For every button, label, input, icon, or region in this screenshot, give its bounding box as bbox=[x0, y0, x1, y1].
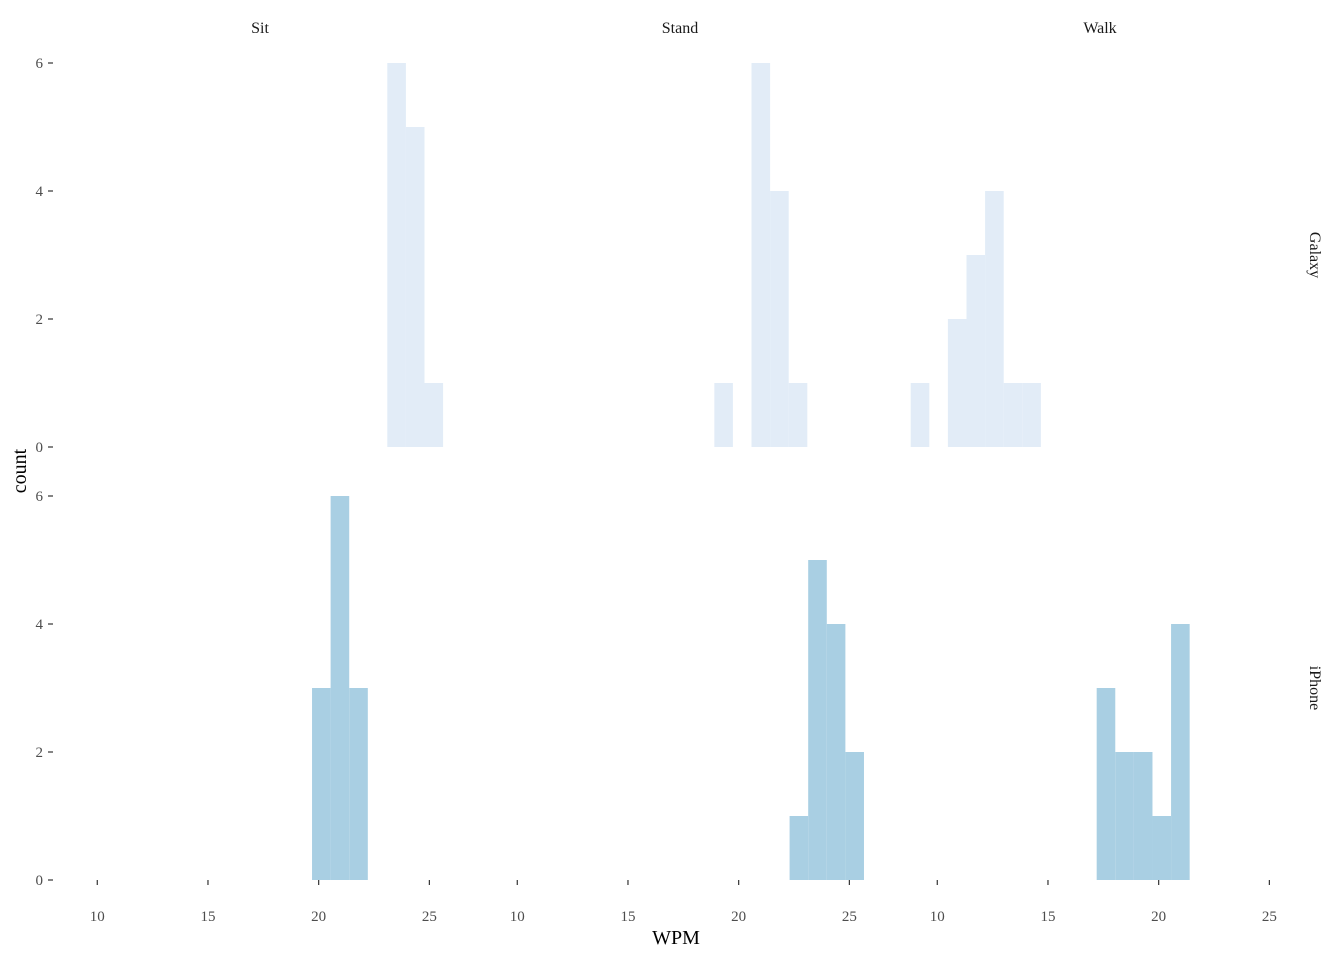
x-axis: 10 15 20 25 10 15 20 25 10 15 20 25 bbox=[90, 880, 1277, 925]
histogram-bar-iphone-sit-2 bbox=[349, 688, 368, 880]
histogram-bar-iphone-sit-1 bbox=[330, 496, 350, 880]
y-tick-label: 4 bbox=[36, 617, 44, 633]
x-tick-label: 20 bbox=[1151, 909, 1166, 925]
x-tick-label: 10 bbox=[90, 909, 105, 925]
histogram-bar-galaxy-stand-1 bbox=[751, 63, 771, 447]
histogram-bar-galaxy-walk-2 bbox=[966, 255, 986, 447]
y-tick-label: 4 bbox=[36, 184, 44, 200]
histogram-bar-galaxy-stand-3 bbox=[788, 383, 808, 447]
facet-label-stand: Stand bbox=[662, 20, 698, 37]
x-tick-label: 15 bbox=[1040, 909, 1055, 925]
histogram-bar-iphone-stand-1 bbox=[808, 560, 827, 880]
y-tick-label: 2 bbox=[36, 745, 44, 761]
histogram-bar-galaxy-walk-5 bbox=[1022, 383, 1041, 447]
histogram-bar-galaxy-sit-2 bbox=[424, 383, 444, 447]
y-axis-title: count bbox=[9, 448, 31, 493]
histogram-bars bbox=[312, 63, 1190, 880]
x-axis-title: WPM bbox=[652, 927, 700, 949]
histogram-bar-iphone-walk-0 bbox=[1096, 688, 1116, 880]
x-tick-label: 25 bbox=[842, 909, 857, 925]
x-tick-label: 10 bbox=[510, 909, 525, 925]
x-tick-label: 20 bbox=[731, 909, 746, 925]
histogram-bar-galaxy-stand-2 bbox=[770, 191, 789, 447]
y-tick-label: 6 bbox=[36, 489, 44, 505]
histogram-bar-iphone-walk-4 bbox=[1171, 624, 1190, 880]
histogram-bar-iphone-walk-1 bbox=[1115, 752, 1134, 880]
facet-strip-labels: Sit Stand Walk bbox=[251, 20, 1117, 37]
facet-label-iphone: iPhone bbox=[1306, 666, 1323, 710]
histogram-bar-iphone-walk-3 bbox=[1152, 816, 1172, 880]
y-axes: 0 2 4 6 0 2 4 6 bbox=[36, 56, 53, 889]
facet-label-galaxy: Galaxy bbox=[1306, 232, 1323, 278]
histogram-bar-galaxy-sit-0 bbox=[387, 63, 406, 447]
y-tick-label: 2 bbox=[36, 312, 44, 328]
x-tick-label: 25 bbox=[422, 909, 437, 925]
histogram-bar-iphone-walk-2 bbox=[1133, 752, 1153, 880]
facet-label-sit: Sit bbox=[251, 20, 269, 37]
y-tick-label: 0 bbox=[36, 873, 44, 889]
facet-row-labels: Galaxy iPhone bbox=[1306, 232, 1323, 710]
y-tick-label: 0 bbox=[36, 440, 44, 456]
x-tick-label: 25 bbox=[1262, 909, 1277, 925]
histogram-bar-iphone-sit-0 bbox=[312, 688, 331, 880]
facet-label-walk: Walk bbox=[1083, 20, 1116, 37]
histogram-bar-galaxy-stand-0 bbox=[714, 383, 733, 447]
histogram-bar-galaxy-walk-4 bbox=[1003, 383, 1023, 447]
x-tick-label: 15 bbox=[620, 909, 635, 925]
x-tick-label: 20 bbox=[311, 909, 326, 925]
histogram-bar-galaxy-walk-0 bbox=[910, 383, 930, 447]
histogram-bar-galaxy-sit-1 bbox=[405, 127, 425, 447]
x-tick-label: 10 bbox=[930, 909, 945, 925]
histogram-bar-iphone-stand-2 bbox=[826, 624, 846, 880]
histogram-bar-galaxy-walk-1 bbox=[947, 319, 967, 447]
x-tick-label: 15 bbox=[200, 909, 215, 925]
histogram-bar-iphone-stand-3 bbox=[845, 752, 864, 880]
histogram-bar-galaxy-walk-3 bbox=[985, 191, 1004, 447]
y-tick-label: 6 bbox=[36, 56, 44, 72]
histogram-bar-iphone-stand-0 bbox=[789, 816, 809, 880]
